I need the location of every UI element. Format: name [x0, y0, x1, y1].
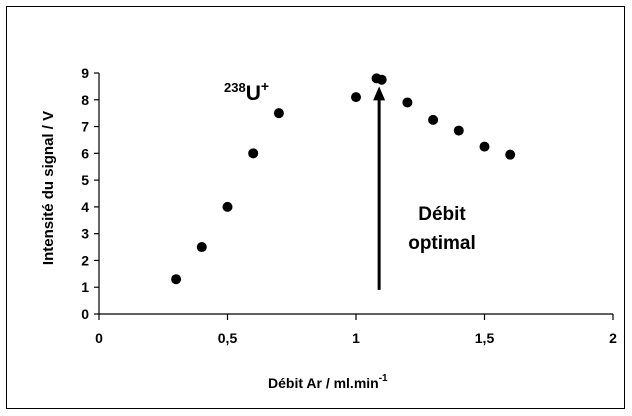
y-tick-label: 9 — [81, 65, 89, 81]
data-point — [453, 125, 464, 136]
isotope-annotation: 238U+ — [224, 78, 269, 105]
arrow-head — [373, 86, 386, 101]
data-point — [196, 242, 207, 253]
optimal-flow-arrow — [373, 86, 386, 290]
y-tick-label: 0 — [81, 306, 89, 322]
x-axis-label-exponent: -1 — [379, 373, 388, 384]
y-tick-label: 7 — [81, 119, 89, 135]
data-point — [171, 274, 182, 285]
x-axis-label-text: Débit Ar / ml.min — [268, 375, 379, 391]
y-tick-label: 3 — [81, 226, 89, 242]
ticks: 0 1 2 3 4 5 6 7 8 9 0 0,5 1 1,5 2 — [81, 65, 617, 346]
x-tick-label: 1,5 — [475, 330, 495, 346]
data-point — [248, 148, 259, 159]
x-tick-label: 1 — [352, 330, 360, 346]
y-tick-label: 6 — [81, 145, 89, 161]
data-point — [273, 108, 284, 119]
y-tick-label: 8 — [81, 92, 89, 108]
data-point — [479, 141, 490, 152]
y-tick-label: 4 — [81, 199, 89, 215]
data-point — [505, 149, 516, 160]
x-tick-label: 0,5 — [218, 330, 238, 346]
x-tick-label: 0 — [95, 330, 103, 346]
y-tick-label: 2 — [81, 252, 89, 268]
x-axis-label: Débit Ar / ml.min-1 — [268, 373, 388, 391]
y-axis-label: Intensité du signal / V — [40, 111, 57, 265]
y-tick-label: 1 — [81, 279, 89, 295]
x-tick-label: 2 — [609, 330, 617, 346]
data-point — [402, 97, 413, 108]
optimal-flow-label-line2: optimal — [408, 233, 476, 254]
isotope-mass: 238 — [224, 80, 246, 95]
data-point — [222, 201, 233, 212]
data-points — [171, 73, 516, 285]
optimal-flow-label-line1: Débit — [418, 204, 466, 225]
data-point — [351, 92, 361, 103]
isotope-symbol: U — [246, 82, 261, 105]
data-point — [428, 114, 439, 125]
y-tick-label: 5 — [81, 172, 89, 188]
data-point — [376, 74, 387, 85]
chart-frame — [6, 6, 625, 409]
isotope-charge: + — [261, 78, 269, 94]
